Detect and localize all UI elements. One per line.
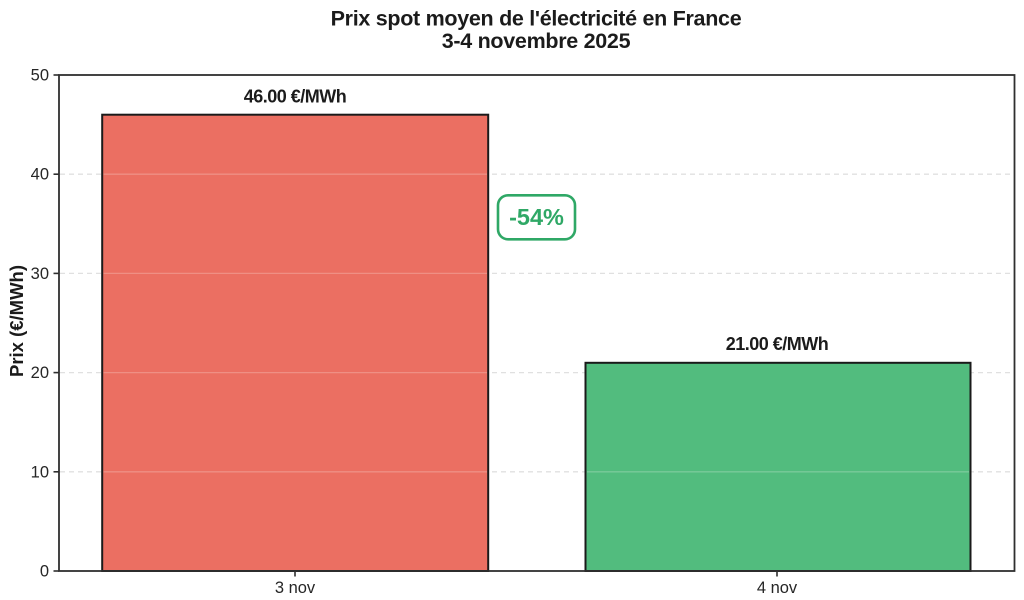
svg-text:Prix spot moyen de l'électrici: Prix spot moyen de l'électricité en Fran… [331, 7, 742, 31]
svg-text:3 nov: 3 nov [275, 579, 316, 597]
svg-text:0: 0 [40, 563, 49, 581]
svg-text:21.00 €/MWh: 21.00 €/MWh [726, 334, 829, 354]
svg-text:40: 40 [31, 166, 49, 184]
svg-text:3-4 novembre 2025: 3-4 novembre 2025 [442, 29, 631, 53]
svg-text:50: 50 [31, 67, 49, 85]
svg-text:-54%: -54% [509, 204, 564, 230]
svg-text:46.00 €/MWh: 46.00 €/MWh [244, 87, 347, 107]
svg-text:Prix (€/MWh): Prix (€/MWh) [6, 265, 27, 377]
svg-text:30: 30 [31, 265, 49, 283]
svg-text:20: 20 [31, 364, 49, 382]
svg-text:4 nov: 4 nov [757, 579, 798, 597]
svg-text:10: 10 [31, 463, 49, 481]
